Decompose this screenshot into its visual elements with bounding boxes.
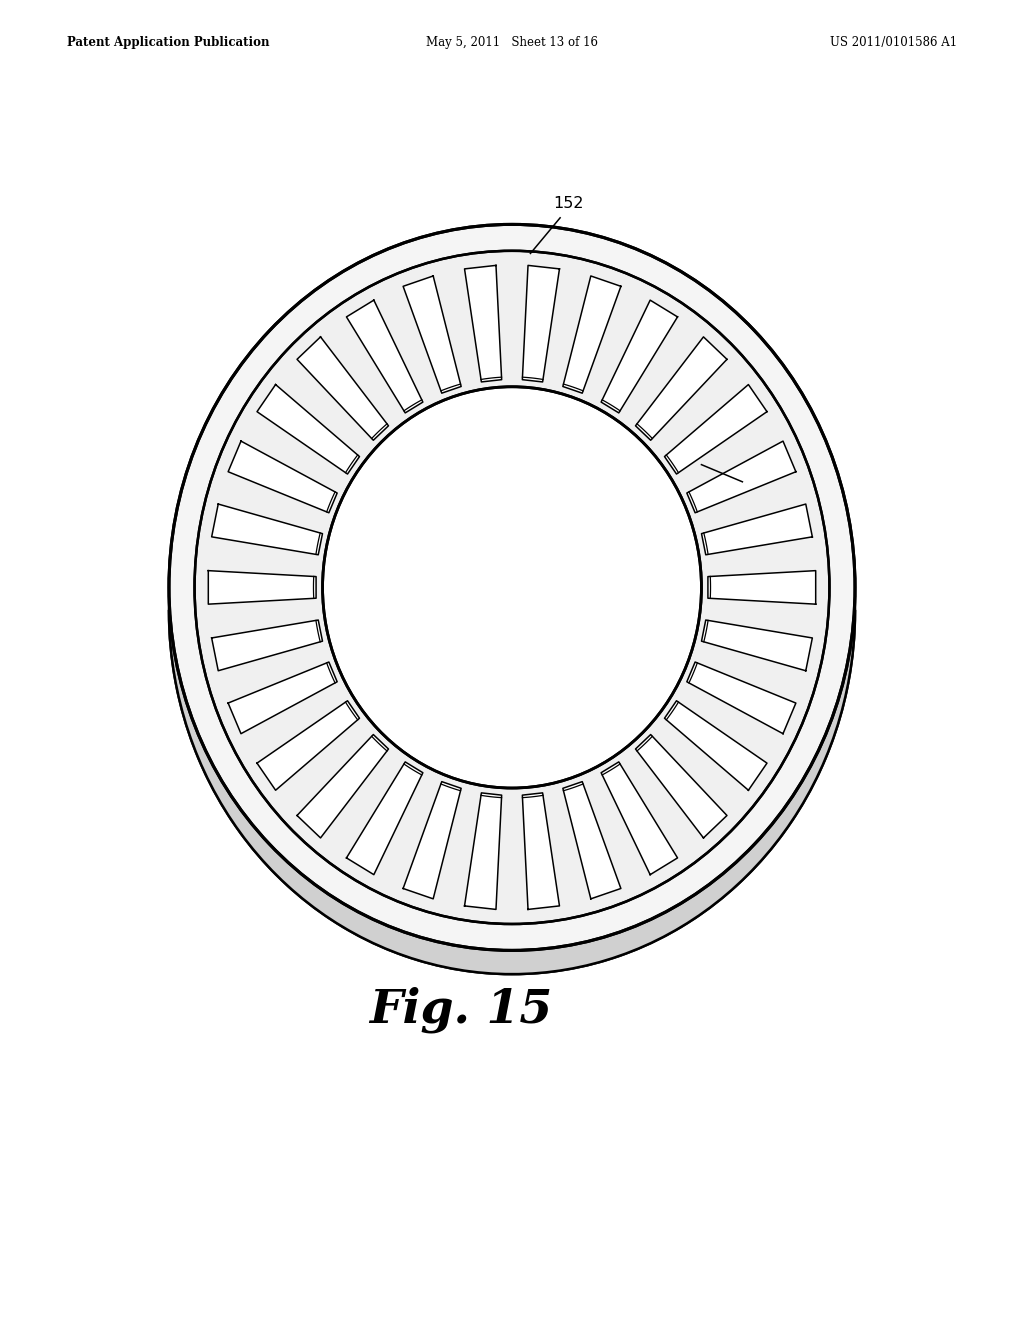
Polygon shape	[636, 734, 727, 838]
Polygon shape	[522, 793, 559, 909]
Polygon shape	[701, 620, 812, 671]
Polygon shape	[403, 276, 461, 393]
Text: Fig. 15: Fig. 15	[369, 986, 552, 1034]
Text: May 5, 2011   Sheet 13 of 16: May 5, 2011 Sheet 13 of 16	[426, 36, 598, 49]
Polygon shape	[601, 300, 678, 413]
Ellipse shape	[195, 251, 829, 924]
Polygon shape	[212, 504, 323, 554]
Polygon shape	[346, 300, 423, 413]
Polygon shape	[563, 781, 621, 899]
Polygon shape	[208, 570, 316, 605]
Text: US 2011/0101586 A1: US 2011/0101586 A1	[830, 36, 957, 49]
Ellipse shape	[169, 224, 855, 950]
Ellipse shape	[169, 248, 855, 974]
Polygon shape	[257, 701, 359, 791]
Polygon shape	[228, 441, 337, 512]
Text: 152: 152	[553, 197, 584, 211]
Polygon shape	[297, 734, 388, 838]
Polygon shape	[708, 570, 816, 605]
Polygon shape	[465, 265, 502, 381]
Polygon shape	[636, 337, 727, 441]
Polygon shape	[228, 663, 337, 734]
Text: Patent Application Publication: Patent Application Publication	[67, 36, 269, 49]
Polygon shape	[403, 781, 461, 899]
Polygon shape	[257, 384, 359, 474]
Polygon shape	[665, 701, 767, 791]
Polygon shape	[522, 265, 559, 381]
Polygon shape	[601, 762, 678, 875]
Polygon shape	[687, 663, 796, 734]
Polygon shape	[701, 504, 812, 554]
Text: 151: 151	[753, 495, 783, 510]
Polygon shape	[465, 793, 502, 909]
Ellipse shape	[323, 387, 701, 788]
Polygon shape	[169, 587, 855, 974]
Polygon shape	[346, 762, 423, 875]
Polygon shape	[687, 441, 796, 512]
Polygon shape	[297, 337, 388, 441]
Polygon shape	[563, 276, 621, 393]
Polygon shape	[665, 384, 767, 474]
Polygon shape	[212, 620, 323, 671]
